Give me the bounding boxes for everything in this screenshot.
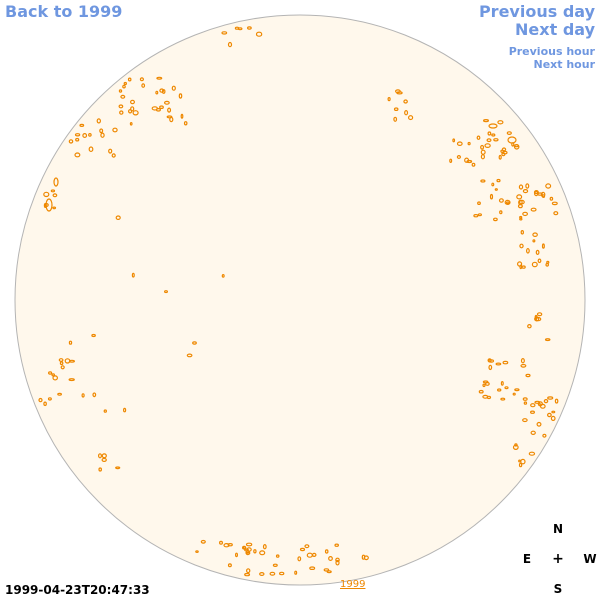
next-hour-link[interactable]: Next hour — [534, 58, 596, 72]
compass-north: N — [548, 522, 568, 536]
solar-disk — [15, 15, 585, 585]
back-to-year-link[interactable]: Back to 1999 — [5, 2, 122, 22]
compass-south: S — [548, 582, 568, 596]
year-link[interactable]: 1999 — [340, 579, 365, 590]
compass-east: E — [517, 552, 537, 566]
compass-center: + — [548, 551, 568, 567]
previous-day-link[interactable]: Previous day — [479, 2, 595, 22]
previous-hour-link[interactable]: Previous hour — [509, 45, 595, 59]
observation-timestamp: 1999-04-23T20:47:33 — [5, 583, 150, 597]
next-day-link[interactable]: Next day — [515, 20, 595, 40]
compass-west: W — [580, 552, 600, 566]
